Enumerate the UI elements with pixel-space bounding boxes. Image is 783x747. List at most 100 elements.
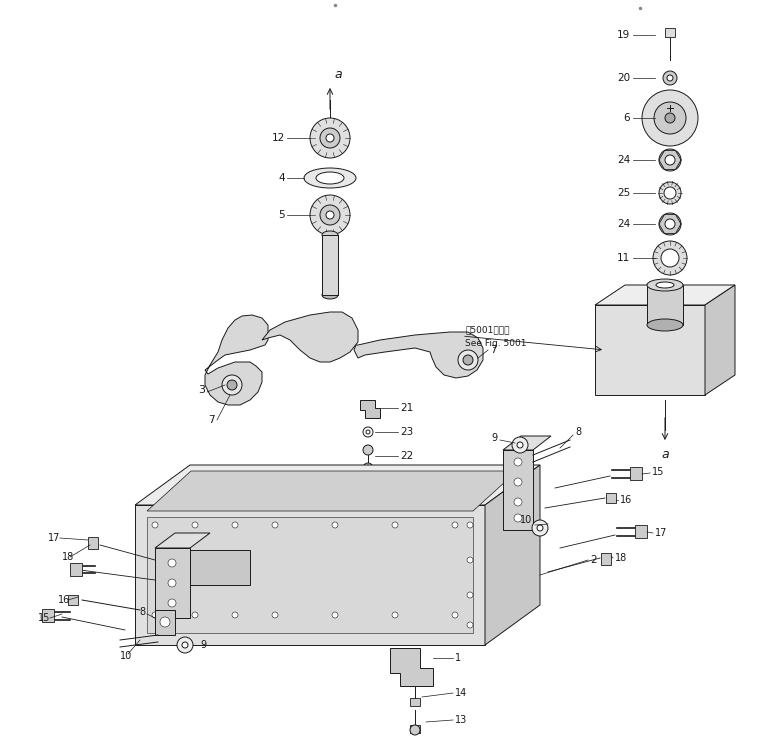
Text: 第5001図参照: 第5001図参照: [465, 326, 510, 335]
Circle shape: [664, 187, 676, 199]
Text: 1: 1: [455, 653, 461, 663]
Ellipse shape: [316, 172, 344, 184]
Circle shape: [272, 612, 278, 618]
Polygon shape: [354, 332, 483, 378]
Polygon shape: [595, 305, 705, 395]
Text: 13: 13: [455, 715, 467, 725]
Text: 24: 24: [617, 219, 630, 229]
Circle shape: [467, 522, 473, 528]
Text: 22: 22: [400, 451, 413, 461]
Polygon shape: [135, 505, 485, 645]
Circle shape: [326, 211, 334, 219]
Circle shape: [659, 149, 681, 171]
Bar: [601, 553, 611, 565]
Circle shape: [222, 375, 242, 395]
Bar: [665, 28, 675, 37]
Circle shape: [665, 219, 675, 229]
Circle shape: [467, 557, 473, 563]
Bar: [635, 525, 647, 538]
Circle shape: [537, 525, 543, 531]
Text: 9: 9: [492, 433, 498, 443]
Circle shape: [665, 155, 675, 165]
Polygon shape: [147, 517, 473, 633]
Circle shape: [452, 612, 458, 618]
Polygon shape: [503, 450, 533, 530]
Ellipse shape: [647, 319, 683, 331]
Circle shape: [363, 445, 373, 455]
Text: 24: 24: [617, 155, 630, 165]
Text: 18: 18: [615, 553, 627, 563]
Bar: [70, 563, 82, 576]
Circle shape: [653, 241, 687, 275]
Circle shape: [320, 128, 340, 148]
Circle shape: [532, 520, 548, 536]
Bar: [88, 537, 98, 549]
Circle shape: [514, 458, 522, 466]
Circle shape: [659, 213, 681, 235]
Text: 17: 17: [655, 528, 667, 538]
Circle shape: [410, 725, 420, 735]
Text: 11: 11: [617, 253, 630, 263]
Text: 16: 16: [620, 495, 632, 505]
Text: 3: 3: [198, 385, 205, 395]
Text: See Fig. 5001: See Fig. 5001: [465, 338, 526, 347]
Circle shape: [177, 637, 193, 653]
Circle shape: [326, 134, 334, 142]
Text: a: a: [661, 448, 669, 462]
Circle shape: [514, 498, 522, 506]
Bar: [410, 698, 420, 706]
Text: 8: 8: [575, 427, 581, 437]
Circle shape: [227, 380, 237, 390]
Ellipse shape: [647, 279, 683, 291]
Polygon shape: [595, 285, 735, 305]
Text: 15: 15: [652, 467, 664, 477]
Circle shape: [517, 442, 523, 448]
Text: 7: 7: [208, 415, 215, 425]
Text: 4: 4: [279, 173, 285, 183]
Circle shape: [152, 522, 158, 528]
Text: 20: 20: [617, 73, 630, 83]
Circle shape: [272, 522, 278, 528]
Circle shape: [320, 205, 340, 225]
Circle shape: [192, 612, 198, 618]
Circle shape: [452, 522, 458, 528]
Text: 12: 12: [272, 133, 285, 143]
Polygon shape: [262, 312, 358, 362]
Circle shape: [363, 463, 373, 473]
Circle shape: [659, 182, 681, 204]
Circle shape: [160, 617, 170, 627]
Ellipse shape: [322, 231, 338, 239]
Circle shape: [168, 579, 176, 587]
Circle shape: [665, 113, 675, 123]
Circle shape: [512, 437, 528, 453]
Text: 9: 9: [200, 640, 206, 650]
Text: 10: 10: [520, 515, 532, 525]
Text: 23: 23: [400, 427, 413, 437]
Circle shape: [332, 612, 338, 618]
Ellipse shape: [656, 282, 674, 288]
Circle shape: [654, 102, 686, 134]
Circle shape: [392, 612, 398, 618]
Circle shape: [514, 514, 522, 522]
Circle shape: [667, 75, 673, 81]
Text: 10: 10: [120, 651, 132, 661]
Circle shape: [192, 522, 198, 528]
Text: 18: 18: [62, 552, 74, 562]
Bar: [68, 595, 78, 605]
Text: 15: 15: [38, 613, 50, 623]
Bar: [42, 609, 54, 622]
Text: 2: 2: [590, 555, 597, 565]
Bar: [410, 725, 420, 733]
Ellipse shape: [322, 291, 338, 299]
Text: 7: 7: [490, 345, 496, 355]
Text: 5: 5: [279, 210, 285, 220]
Circle shape: [168, 559, 176, 567]
Polygon shape: [647, 285, 683, 325]
Circle shape: [310, 195, 350, 235]
Bar: [630, 467, 642, 480]
Polygon shape: [485, 465, 540, 645]
Polygon shape: [155, 533, 210, 548]
Circle shape: [458, 350, 478, 370]
Circle shape: [232, 522, 238, 528]
Polygon shape: [390, 648, 433, 686]
